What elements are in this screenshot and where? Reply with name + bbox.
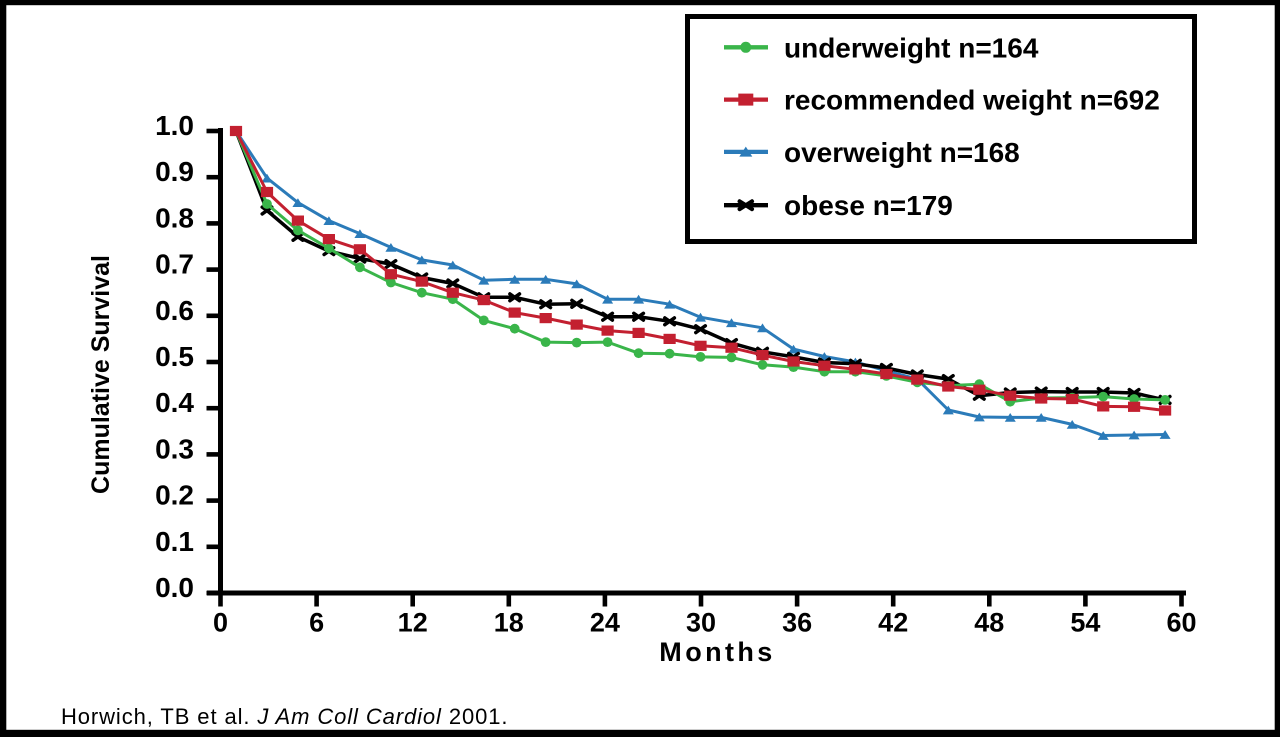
svg-text:0.6: 0.6 [155, 295, 194, 326]
svg-text:0.2: 0.2 [155, 480, 194, 511]
svg-text:0.0: 0.0 [155, 572, 194, 603]
svg-text:0.4: 0.4 [155, 387, 194, 418]
svg-text:0: 0 [213, 608, 228, 638]
svg-text:obese n=179: obese n=179 [784, 190, 953, 221]
svg-text:36: 36 [782, 608, 812, 638]
svg-text:12: 12 [398, 608, 428, 638]
svg-text:18: 18 [494, 608, 524, 638]
svg-text:0.9: 0.9 [155, 156, 194, 187]
svg-text:24: 24 [590, 608, 620, 638]
svg-text:0.5: 0.5 [155, 341, 194, 372]
svg-text:30: 30 [686, 608, 716, 638]
svg-text:54: 54 [1070, 608, 1100, 638]
svg-text:6: 6 [309, 608, 324, 638]
svg-text:48: 48 [974, 608, 1004, 638]
svg-text:0.7: 0.7 [155, 249, 194, 280]
svg-text:recommended weight n=692: recommended weight n=692 [784, 85, 1160, 116]
svg-text:1.0: 1.0 [155, 110, 194, 141]
svg-text:Cumulative Survival: Cumulative Survival [87, 255, 115, 494]
svg-text:0.8: 0.8 [155, 202, 194, 233]
svg-text:overweight n=168: overweight n=168 [784, 137, 1020, 168]
svg-text:42: 42 [878, 608, 908, 638]
svg-text:0.3: 0.3 [155, 433, 194, 464]
svg-text:0.1: 0.1 [155, 526, 194, 557]
svg-text:Horwich, TB et al. J Am Coll C: Horwich, TB et al. J Am Coll Cardiol 200… [61, 704, 508, 729]
svg-text:Months: Months [659, 637, 775, 667]
svg-text:60: 60 [1166, 608, 1196, 638]
svg-text:underweight n=164: underweight n=164 [784, 32, 1039, 63]
